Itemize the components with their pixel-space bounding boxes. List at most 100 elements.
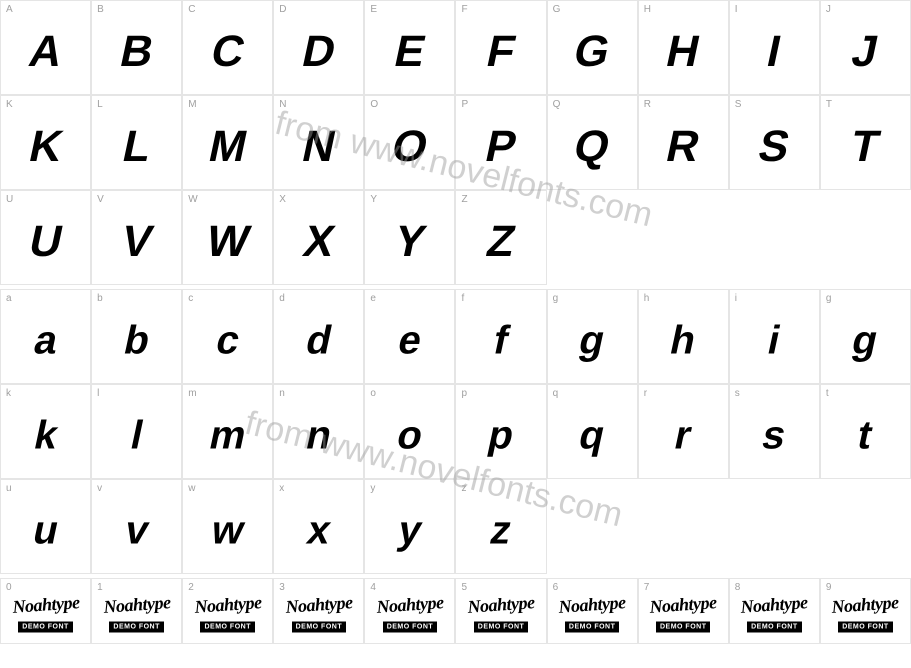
- cell-label: b: [97, 293, 103, 304]
- glyph: X: [299, 217, 339, 267]
- noahtype-logo: NoahtypeDEMO FONT: [279, 595, 359, 634]
- cell-label: r: [644, 388, 647, 399]
- glyph-cell: YY: [364, 190, 455, 285]
- cell-label: J: [826, 4, 831, 15]
- glyph-row: aabbccddeeffgghhiigg: [0, 289, 911, 384]
- logo-bottom-text: DEMO FONT: [656, 622, 711, 633]
- glyph: i: [764, 319, 785, 364]
- glyph-cell: XX: [273, 190, 364, 285]
- glyph-cell: RR: [638, 95, 729, 190]
- glyph-cell: EE: [364, 0, 455, 95]
- cell-label: k: [6, 388, 11, 399]
- glyph-cell: HH: [638, 0, 729, 95]
- cell-label: N: [279, 99, 286, 110]
- glyph: T: [847, 122, 885, 172]
- logo-bottom-text: DEMO FONT: [200, 622, 255, 633]
- glyph-cell: zz: [455, 479, 546, 574]
- glyph: g: [848, 319, 882, 364]
- glyph: p: [484, 414, 518, 459]
- glyph-cell: SS: [729, 95, 820, 190]
- cell-label: 9: [826, 582, 832, 593]
- glyph-cell: 5NoahtypeDEMO FONT: [455, 578, 546, 644]
- cell-label: 1: [97, 582, 103, 593]
- glyph-cell: 0Noahtype DEMO FONT: [0, 578, 91, 644]
- cell-label: s: [735, 388, 740, 399]
- glyph-cell: UU: [0, 190, 91, 285]
- glyph: W: [202, 217, 254, 267]
- glyph-cell: ii: [729, 289, 820, 384]
- glyph-cell: KK: [0, 95, 91, 190]
- logo-bottom-text: DEMO FONT: [565, 622, 620, 633]
- glyph: V: [117, 217, 157, 267]
- glyph-block-upper: AABBCCDDEEFFGGHHIIJJKKLLMMNNOOPPQQRRSSTT…: [0, 0, 911, 285]
- glyph: g: [575, 319, 609, 364]
- glyph: d: [302, 319, 336, 364]
- cell-label: D: [279, 4, 286, 15]
- glyph: Z: [482, 217, 520, 267]
- glyph: Q: [570, 122, 615, 172]
- logo-bottom-text: DEMO FONT: [18, 622, 73, 633]
- cell-label: R: [644, 99, 651, 110]
- glyph: n: [302, 414, 336, 459]
- cell-label: C: [188, 4, 195, 15]
- glyph-cell: pp: [455, 384, 546, 479]
- cell-label: l: [97, 388, 99, 399]
- cell-label: w: [188, 483, 195, 494]
- glyph-cell: gg: [820, 289, 911, 384]
- cell-label: m: [188, 388, 196, 399]
- glyph: k: [30, 414, 62, 459]
- glyph-cell: vv: [91, 479, 182, 574]
- glyph: q: [575, 414, 609, 459]
- cell-label: p: [461, 388, 467, 399]
- noahtype-logo: Noahtype DEMO FONT: [6, 595, 86, 634]
- glyph: I: [763, 27, 786, 77]
- noahtype-logo: Noahtype DEMO FONT: [552, 595, 632, 634]
- cell-label: Y: [370, 194, 377, 205]
- glyph: h: [666, 319, 700, 364]
- glyph-cell: aa: [0, 289, 91, 384]
- glyph-row: AABBCCDDEEFFGGHHIIJJ: [0, 0, 911, 95]
- glyph-cell: PP: [455, 95, 546, 190]
- glyph-cell: ll: [91, 384, 182, 479]
- glyph-cell: FF: [455, 0, 546, 95]
- glyph: l: [126, 414, 147, 459]
- cell-label: A: [6, 4, 13, 15]
- logo-top-text: Noahtype: [5, 592, 86, 619]
- cell-label: M: [188, 99, 196, 110]
- glyph: v: [121, 509, 153, 554]
- glyph-cell: qq: [547, 384, 638, 479]
- glyph: P: [481, 122, 521, 172]
- cell-label: o: [370, 388, 376, 399]
- glyph-cell: WW: [182, 190, 273, 285]
- cell-label: 0: [6, 582, 12, 593]
- logo-bottom-text: DEMO FONT: [383, 622, 438, 633]
- empty-cell: [820, 190, 911, 285]
- logo-top-text: Noahtype: [552, 592, 633, 619]
- glyph-cell: ss: [729, 384, 820, 479]
- glyph-cell: AA: [0, 0, 91, 95]
- glyph-cell: LL: [91, 95, 182, 190]
- glyph: A: [24, 27, 66, 77]
- logo-bottom-text: DEMO FONT: [109, 622, 164, 633]
- cell-label: n: [279, 388, 285, 399]
- glyph: y: [394, 509, 426, 554]
- glyph-row: uuvvwwxxyyzz: [0, 479, 911, 574]
- glyph: S: [754, 122, 794, 172]
- noahtype-logo: NoahtypeDEMO FONT: [461, 595, 541, 634]
- cell-label: F: [461, 4, 467, 15]
- glyph: b: [120, 319, 154, 364]
- glyph-cell: mm: [182, 384, 273, 479]
- glyph-row: 0NoahtypeDEMO FONT1NoahtypeDEMO FONT2Noa…: [0, 578, 911, 644]
- noahtype-logo: NoahtypeDEMO FONT: [734, 595, 814, 634]
- cell-label: W: [188, 194, 197, 205]
- glyph-cell: uu: [0, 479, 91, 574]
- cell-label: H: [644, 4, 651, 15]
- glyph: u: [29, 509, 63, 554]
- cell-label: I: [735, 4, 738, 15]
- cell-label: B: [97, 4, 104, 15]
- empty-cell: [547, 190, 638, 285]
- glyph-cell: 7NoahtypeDEMO FONT: [638, 578, 729, 644]
- glyph-cell: nn: [273, 384, 364, 479]
- glyph-cell: ee: [364, 289, 455, 384]
- glyph: F: [482, 27, 520, 77]
